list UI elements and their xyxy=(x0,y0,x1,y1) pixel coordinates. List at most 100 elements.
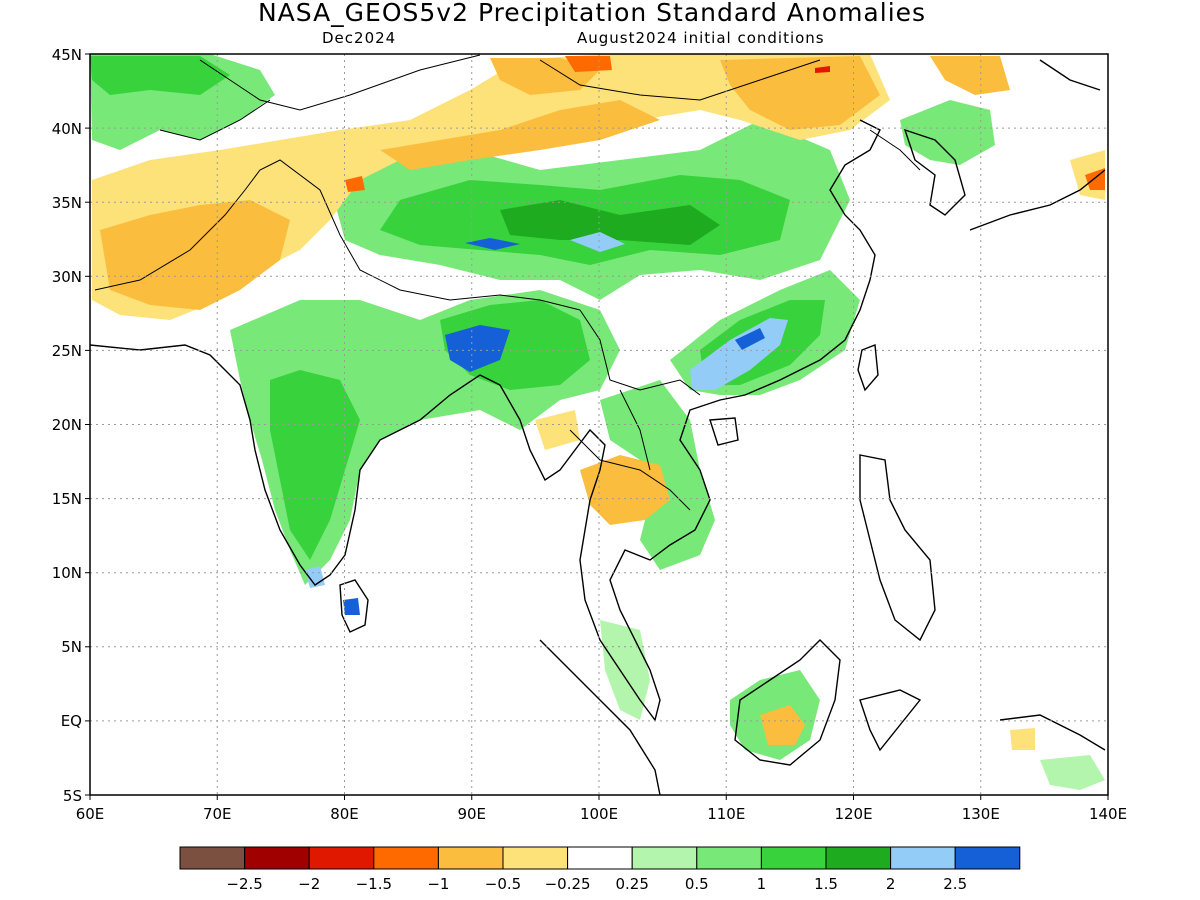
country-border xyxy=(579,309,701,396)
lat-tick-label: 5S xyxy=(63,787,82,805)
lon-tick-label: 90E xyxy=(457,805,486,823)
hainan-coastline xyxy=(709,417,739,446)
anomaly-field-layer xyxy=(90,54,1105,790)
sulawesi-coastline xyxy=(859,689,922,752)
negative-anomaly-region xyxy=(1010,728,1035,750)
country-border xyxy=(619,389,651,471)
lon-tick-label: 100E xyxy=(580,805,618,823)
lat-tick-label: 15N xyxy=(52,490,82,508)
lon-tick-label: 70E xyxy=(203,805,232,823)
initial-conditions-label: August2024 initial conditions xyxy=(577,29,825,47)
colorbar-swatch xyxy=(760,846,827,870)
sri-lanka-coastline xyxy=(339,579,369,633)
new-guinea-coastline xyxy=(999,714,1106,751)
colorbar-swatches xyxy=(179,846,1021,870)
colorbar-label: 1.5 xyxy=(814,875,838,893)
lon-tick-label: 110E xyxy=(707,805,745,823)
colorbar-label: −1.5 xyxy=(356,875,392,893)
country-border xyxy=(869,129,921,171)
negative-anomaly-region xyxy=(930,56,1010,95)
strong-positive-anomaly xyxy=(735,328,765,350)
longitude-labels: 60E 70E 80E 90E 100E 110E 120E 130E 140E xyxy=(76,805,1127,823)
lon-tick-label: 130E xyxy=(962,805,1000,823)
colorbar-swatch xyxy=(244,846,310,870)
lat-tick-label: 30N xyxy=(52,268,82,286)
colorbar-label: 2.5 xyxy=(943,875,967,893)
country-border xyxy=(159,99,271,141)
colorbar-label: −1 xyxy=(427,875,449,893)
strong-positive-anomaly xyxy=(570,232,625,252)
positive-anomaly-core xyxy=(90,56,230,95)
country-border xyxy=(569,429,691,511)
lon-tick-label: 60E xyxy=(76,805,105,823)
negative-anomaly-region xyxy=(720,56,880,130)
coastline-layer xyxy=(90,59,1106,795)
lat-tick-label: 35N xyxy=(52,194,82,212)
colorbar-label: 2 xyxy=(886,875,896,893)
negative-anomaly-region xyxy=(760,705,805,745)
positive-anomaly-region xyxy=(900,100,995,165)
latitude-labels: 45N 40N 35N 30N 25N 20N 15N 10N 5N EQ 5S xyxy=(52,46,82,805)
country-border xyxy=(94,159,581,311)
colorbar-label: −2 xyxy=(298,875,320,893)
korea-coastline xyxy=(903,128,966,216)
colorbar-labels: −2.5 −2 −1.5 −1 −0.5 −0.25 0.25 0.5 1 1.5 2 2.5 xyxy=(226,875,967,893)
country-border xyxy=(539,59,821,101)
strong-positive-anomaly xyxy=(343,598,360,615)
colorbar: −2.5 −2 −1.5 −1 −0.5 −0.25 0.25 0.5 1 1.5 2 2.5 xyxy=(179,846,1021,893)
strong-positive-anomaly xyxy=(465,238,520,250)
colorbar-swatch xyxy=(567,846,633,870)
strong-positive-anomaly xyxy=(445,325,510,372)
positive-anomaly-core xyxy=(500,200,720,245)
colorbar-label: −2.5 xyxy=(226,875,262,893)
lat-tick-label: EQ xyxy=(61,712,82,730)
lat-tick-label: 20N xyxy=(52,416,82,434)
lat-tick-label: 5N xyxy=(61,638,82,656)
colorbar-swatch xyxy=(825,846,892,870)
border-layer xyxy=(94,54,921,511)
lat-tick-label: 45N xyxy=(52,46,82,64)
taiwan-coastline xyxy=(857,344,879,392)
lat-tick-label: 40N xyxy=(52,120,82,138)
colorbar-swatch xyxy=(437,846,504,870)
colorbar-swatch xyxy=(954,846,1021,870)
lat-tick-label: 25N xyxy=(52,342,82,360)
colorbar-swatch xyxy=(696,846,762,870)
japan-coastline xyxy=(969,59,1106,231)
graticule xyxy=(90,54,1108,795)
negative-anomaly-region xyxy=(92,54,890,320)
colorbar-swatch xyxy=(502,846,569,870)
positive-anomaly-region xyxy=(1040,755,1105,790)
colorbar-swatch xyxy=(631,846,698,870)
map-title: NASA_GEOS5v2 Precipitation Standard Anom… xyxy=(257,0,927,27)
negative-anomaly-region xyxy=(535,410,580,450)
sumatra-coastline xyxy=(539,639,661,795)
colorbar-swatch xyxy=(308,846,375,870)
colorbar-label: −0.25 xyxy=(545,875,591,893)
philippines-coastline xyxy=(859,454,936,642)
valid-month-label: Dec2024 xyxy=(322,29,397,47)
tick-marks xyxy=(85,53,1109,800)
colorbar-swatch xyxy=(890,846,956,870)
positive-anomaly-core xyxy=(270,370,360,560)
borneo-coastline xyxy=(734,639,841,766)
strong-negative-anomaly xyxy=(565,56,612,72)
lat-tick-label: 10N xyxy=(52,564,82,582)
country-border xyxy=(199,54,481,111)
colorbar-swatch xyxy=(179,846,246,870)
negative-anomaly-region xyxy=(580,455,670,525)
strong-negative-anomaly xyxy=(345,176,365,192)
negative-anomaly-region xyxy=(100,200,290,310)
south-asia-coastline xyxy=(90,119,881,722)
lon-tick-label: 80E xyxy=(330,805,359,823)
colorbar-label: 0.25 xyxy=(615,875,648,893)
strong-negative-anomaly xyxy=(815,66,830,73)
negative-anomaly-region xyxy=(380,100,660,170)
colorbar-label: 0.5 xyxy=(685,875,709,893)
colorbar-label: 1 xyxy=(757,875,767,893)
lon-tick-label: 120E xyxy=(834,805,872,823)
lon-tick-label: 140E xyxy=(1089,805,1127,823)
positive-anomaly-region xyxy=(600,620,650,720)
colorbar-label: −0.5 xyxy=(485,875,521,893)
